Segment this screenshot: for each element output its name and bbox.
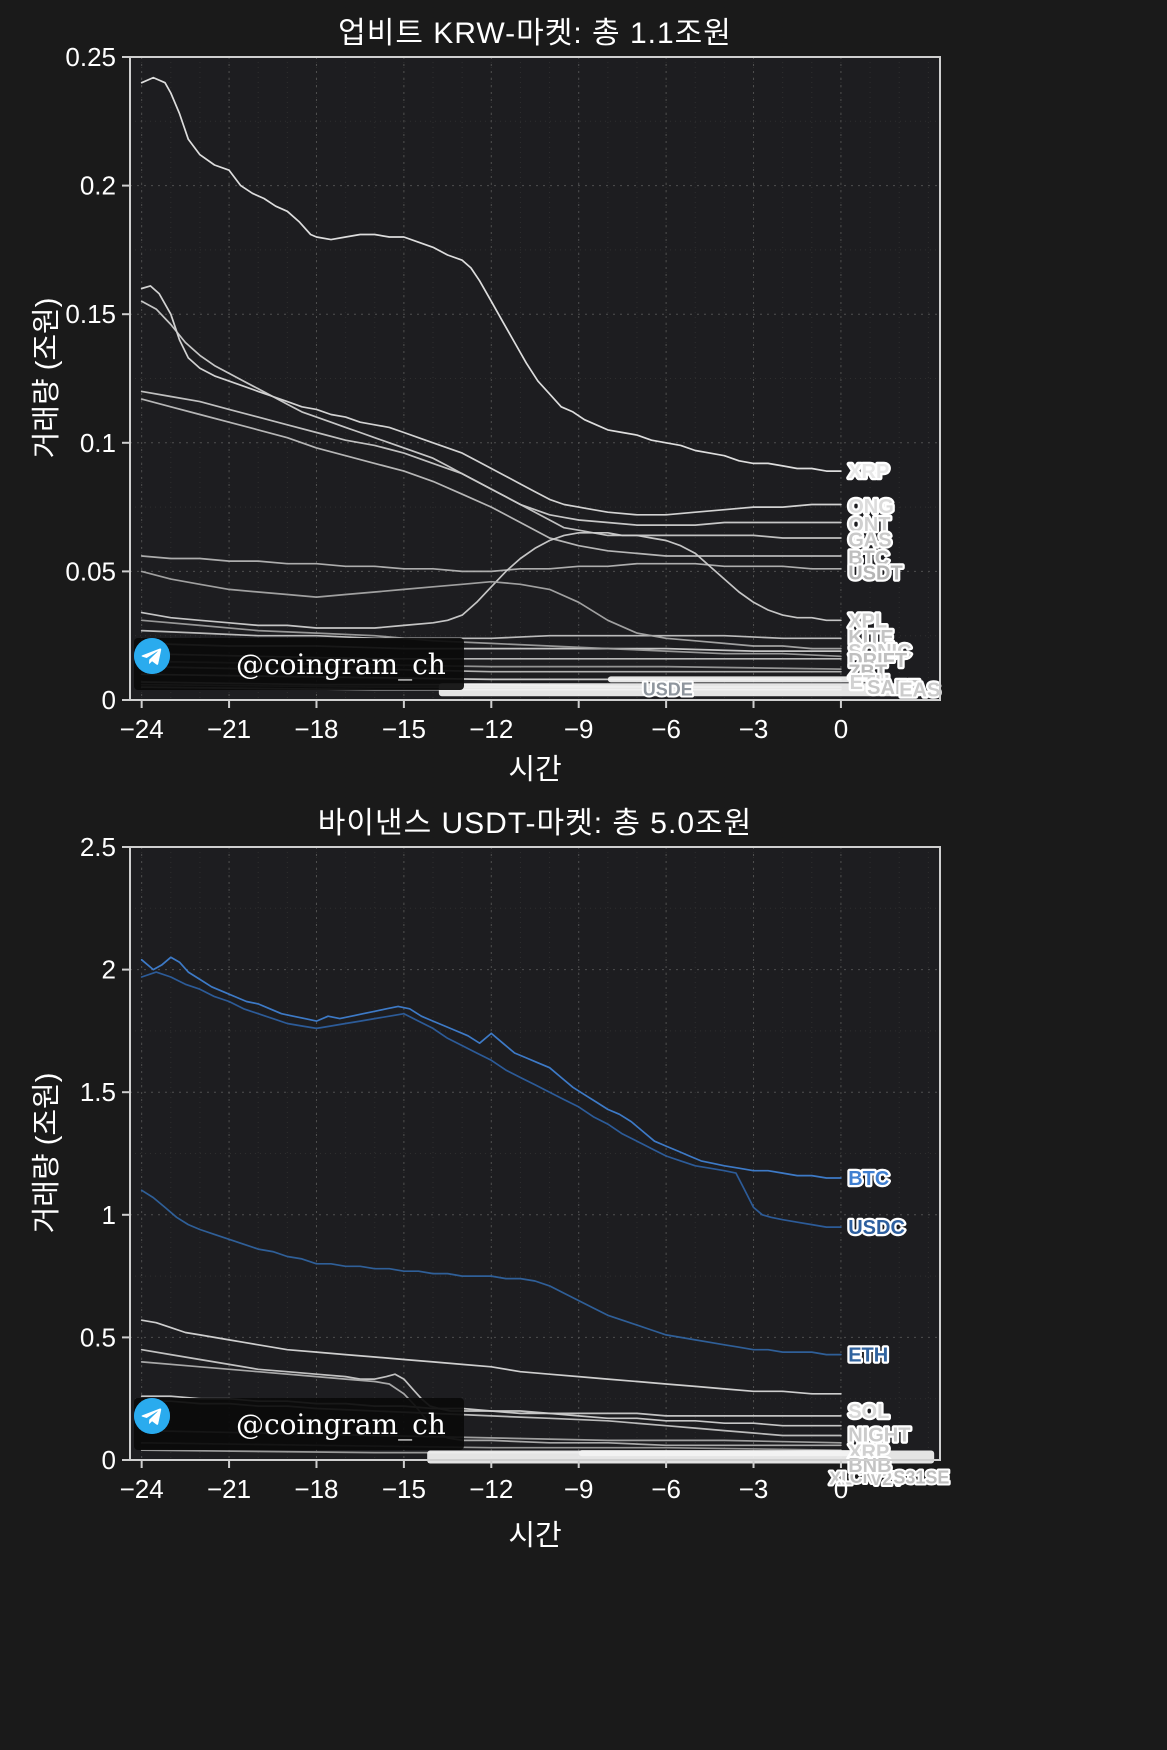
axes-spines bbox=[129, 56, 941, 701]
binance-chart-title: 바이낸스 USDT-마켓: 총 5.0조원 bbox=[317, 807, 753, 840]
x-tick-label: −3 bbox=[739, 1474, 769, 1504]
y-tick-label: 0.15 bbox=[65, 299, 116, 329]
binance-chart-panel: XL CN V2V S31SE BTC USDC ETH SOL NIGHT XRP BNB −24 −… bbox=[0, 790, 1167, 1750]
series-line-BTC bbox=[140, 398, 842, 557]
series-label-SOL: SOL bbox=[848, 1401, 889, 1423]
inline-label-XL: XL bbox=[829, 1468, 852, 1488]
series-line-SOL bbox=[140, 1319, 842, 1395]
y-tick-label: 0 bbox=[102, 685, 116, 715]
y-tick-label: 0.5 bbox=[80, 1322, 116, 1352]
y-tick-label: 1 bbox=[102, 1200, 116, 1230]
series-label-KITE: KITE bbox=[848, 627, 894, 649]
series-label-ZBT: ZBT bbox=[848, 662, 887, 684]
x-tick-label: −21 bbox=[207, 1474, 251, 1504]
x-tick-label: −6 bbox=[651, 714, 681, 744]
inline-label-USDE: USDE bbox=[643, 680, 693, 700]
watermark-handle: @coingram_ch bbox=[236, 647, 446, 681]
watermark-badge: @coingram_ch bbox=[134, 1398, 464, 1450]
series-label-DRIFT: DRIFT bbox=[848, 650, 907, 672]
binance-y-axis-label: 거래량 (조원) bbox=[31, 1072, 63, 1234]
series-label-XRP: XRP bbox=[848, 1441, 889, 1463]
y-tick-label: 0.2 bbox=[80, 171, 116, 201]
x-tick-label: −21 bbox=[207, 714, 251, 744]
inline-label-V2V: V2V bbox=[870, 1469, 904, 1489]
binance-x-axis-label: 시간 bbox=[508, 1520, 562, 1552]
y-tick-label: 2 bbox=[102, 955, 116, 985]
watermark-badge: @coingram_ch bbox=[134, 638, 464, 690]
series-label-QNT: QNT bbox=[848, 514, 890, 536]
upbit-x-axis-label: 시간 bbox=[508, 754, 562, 786]
series-label-XRP: XRP bbox=[848, 461, 889, 483]
series-label-ONG: ONG bbox=[848, 496, 894, 518]
series-label-ETH: ETH bbox=[848, 1345, 888, 1367]
x-tick-label: −18 bbox=[294, 1474, 338, 1504]
y-tick-label: 0.05 bbox=[65, 556, 116, 586]
x-tick-label: −24 bbox=[120, 1474, 164, 1504]
series-label-BTC: BTC bbox=[848, 547, 889, 569]
series-line-GAS bbox=[140, 390, 842, 539]
series-label-NIGHT: NIGHT bbox=[848, 1424, 910, 1446]
series-line-minor-a bbox=[140, 570, 842, 650]
x-tick-label: −3 bbox=[739, 714, 769, 744]
series-label-GAS: GAS bbox=[848, 529, 891, 551]
overlapping-labels-band bbox=[438, 683, 908, 697]
series-line-XPL bbox=[140, 531, 842, 629]
axes-spines bbox=[129, 846, 941, 1461]
series-line-minor-b bbox=[140, 619, 842, 658]
series-label-USDT: USDT bbox=[848, 563, 902, 585]
inline-label-CN: CN bbox=[850, 1467, 876, 1487]
series-line-XRP bbox=[140, 76, 842, 472]
upbit-chart-panel: USDE XRP ONG QNT GAS BTC USDT XPL KITE SONIC DRIFT… bbox=[0, 0, 1167, 790]
upbit-chart-title: 업비트 KRW-마켓: 총 1.1조원 bbox=[338, 17, 732, 50]
series-label-EAS: EAS bbox=[899, 680, 940, 702]
overlapping-labels-band bbox=[578, 1450, 885, 1457]
series-label-SAFE: SAFE bbox=[867, 677, 920, 699]
series-line-ONG bbox=[140, 285, 842, 516]
x-tick-label: −12 bbox=[469, 1474, 513, 1504]
y-tick-label: 2.5 bbox=[80, 832, 116, 862]
y-tick-label: 0 bbox=[102, 1445, 116, 1475]
series-line-USDC bbox=[140, 971, 842, 1228]
x-tick-label: −24 bbox=[120, 714, 164, 744]
series-label-BNB: BNB bbox=[848, 1455, 891, 1477]
y-tick-label: 0.1 bbox=[80, 428, 116, 458]
y-tick-label: 0.25 bbox=[65, 42, 116, 72]
telegram-icon bbox=[134, 638, 227, 682]
series-label-ETH: ETH bbox=[850, 672, 890, 694]
inline-label-S31SE: S31SE bbox=[893, 1468, 949, 1488]
series-line-BTC bbox=[140, 956, 842, 1179]
series-line-QNT bbox=[140, 300, 842, 526]
series-label-SONIC: SONIC bbox=[848, 641, 911, 663]
upbit-y-axis-label: 거래량 (조원) bbox=[31, 297, 63, 459]
telegram-icon bbox=[134, 1398, 227, 1442]
x-tick-label: −6 bbox=[651, 1474, 681, 1504]
x-tick-label: −15 bbox=[382, 714, 426, 744]
x-tick-label: −18 bbox=[294, 714, 338, 744]
watermark-handle: @coingram_ch bbox=[236, 1407, 446, 1441]
x-tick-label: 0 bbox=[834, 1474, 848, 1504]
x-tick-label: −12 bbox=[469, 714, 513, 744]
x-tick-label: 0 bbox=[834, 714, 848, 744]
series-line-USDT bbox=[140, 555, 842, 573]
series-label-BTC: BTC bbox=[848, 1168, 889, 1190]
x-tick-label: −9 bbox=[564, 714, 594, 744]
series-line-ETH bbox=[140, 1189, 842, 1356]
x-tick-label: −9 bbox=[564, 1474, 594, 1504]
series-label-USDC: USDC bbox=[848, 1217, 905, 1239]
series-label-XPL: XPL bbox=[848, 610, 887, 632]
overlapping-labels-band bbox=[607, 676, 871, 683]
y-tick-label: 1.5 bbox=[80, 1077, 116, 1107]
x-tick-label: −15 bbox=[382, 1474, 426, 1504]
series-line-KITE bbox=[140, 629, 842, 640]
